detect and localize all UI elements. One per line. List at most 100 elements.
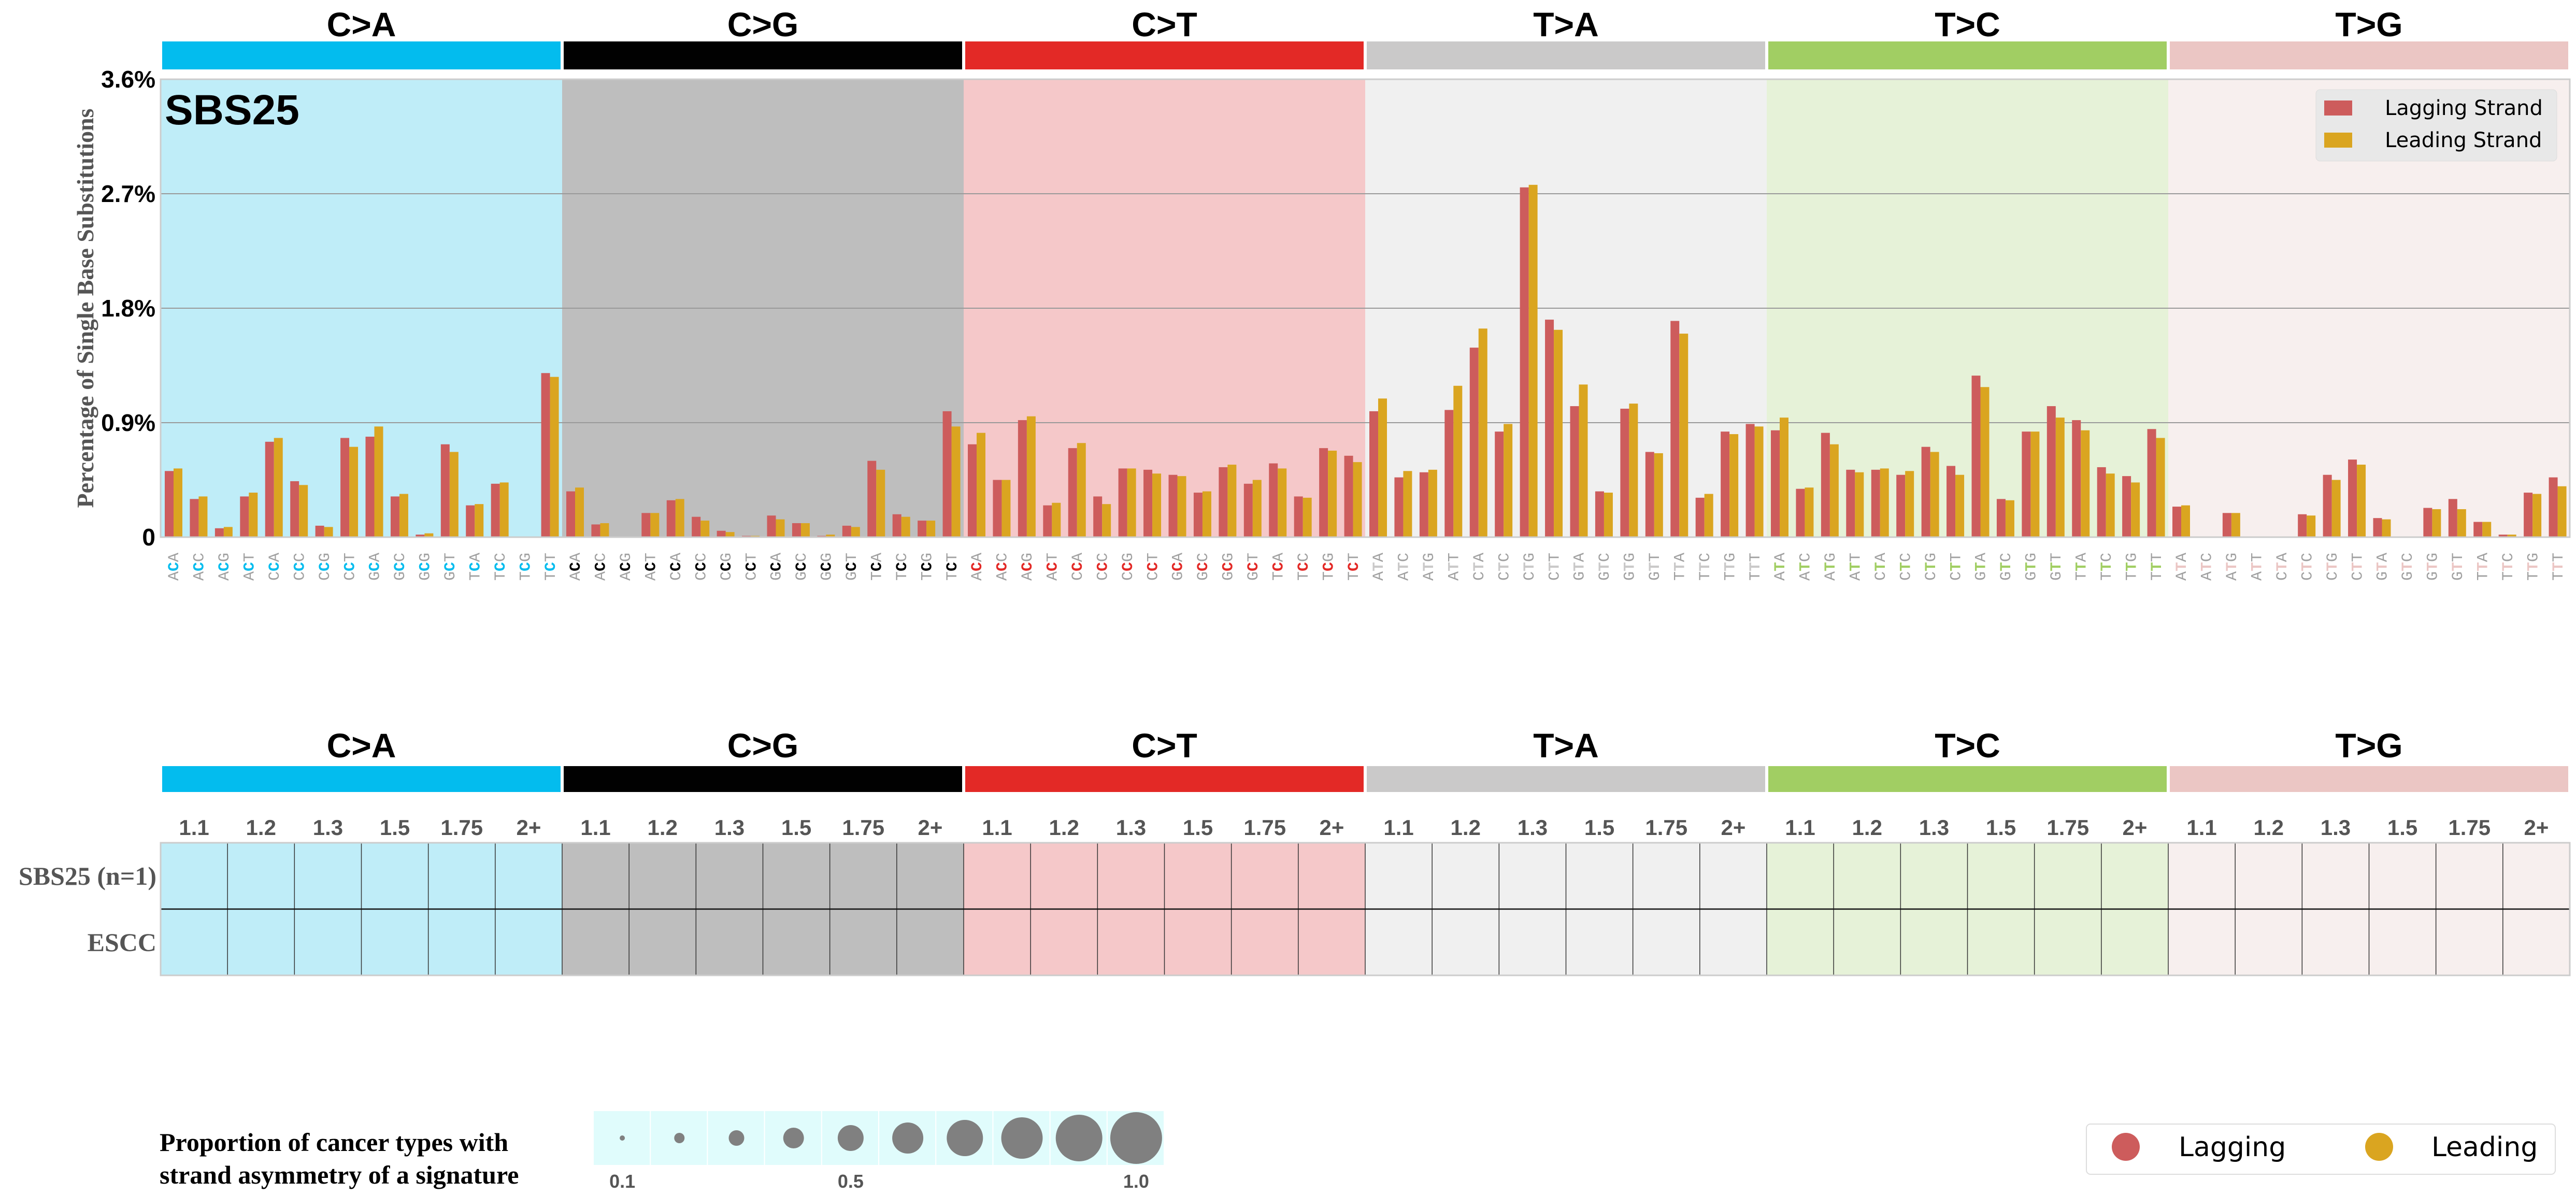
bar-leading-T>C-GTG xyxy=(2030,431,2040,537)
bar-lagging-C>T-GCG xyxy=(1219,467,1228,537)
bar-leading-C>T-CCA xyxy=(1077,443,1086,537)
bar-leading-C>G-ACT xyxy=(650,513,660,537)
context-label: ATT xyxy=(1848,553,1865,581)
bar-lagging-C>T-GCT xyxy=(1243,483,1253,537)
bar-leading-C>T-GCG xyxy=(1227,465,1237,537)
bar-leading-T>G-ATA xyxy=(2181,505,2190,537)
bar-lagging-T>A-GTA xyxy=(1570,406,1579,537)
bar-leading-T>G-GTT xyxy=(2457,509,2466,537)
bar-lagging-T>C-TTC xyxy=(2097,467,2106,537)
bar-leading-C>A-GCG xyxy=(424,533,434,537)
context-label: CTG xyxy=(2324,553,2342,581)
bar-leading-T>A-ATG xyxy=(1428,469,1437,537)
context-label: GCA xyxy=(367,553,384,581)
bar-leading-C>T-GCA xyxy=(1177,476,1186,537)
threshold-label: 1.75 xyxy=(842,815,884,840)
bubble-0.1 xyxy=(620,1135,625,1141)
table-group-label: C>G xyxy=(727,726,799,765)
bar-leading-C>G-TCA xyxy=(876,469,885,537)
threshold-label: 1.3 xyxy=(714,815,745,840)
context-label: ATA xyxy=(1370,553,1388,581)
threshold-label: 1.1 xyxy=(179,815,209,840)
threshold-label: 2+ xyxy=(2122,815,2147,840)
context-label: ACA xyxy=(969,553,986,581)
bar-leading-C>T-GCC xyxy=(1202,491,1211,537)
threshold-label: 1.1 xyxy=(1383,815,1413,840)
bar-leading-C>G-GCT xyxy=(851,527,860,537)
bubble-0.6 xyxy=(892,1122,924,1154)
bar-lagging-T>A-CTA xyxy=(1469,348,1479,537)
legend-swatch-lagging xyxy=(2324,100,2352,116)
legend-label-lagging: Lagging Strand xyxy=(2385,96,2543,120)
bar-lagging-C>A-ACC xyxy=(190,499,199,537)
context-label: TTA xyxy=(1671,553,1689,581)
table-group-label: C>A xyxy=(327,726,396,765)
bar-leading-C>T-ACC xyxy=(1001,480,1011,537)
context-label: GTA xyxy=(1973,553,1991,581)
bar-lagging-T>C-CTG xyxy=(1921,447,1930,537)
bar-lagging-C>T-TCC xyxy=(1294,496,1303,537)
context-label: ACA xyxy=(567,553,585,581)
bar-lagging-C>T-CCG xyxy=(1118,468,1127,537)
table-group-color-bar xyxy=(564,766,962,792)
context-label: CTT xyxy=(1948,553,1965,581)
bar-lagging-C>A-TCC xyxy=(491,483,500,537)
threshold-label: 1.3 xyxy=(2321,815,2351,840)
bar-leading-C>A-GCC xyxy=(399,494,408,537)
bar-lagging-T>C-CTT xyxy=(1947,466,1956,537)
bar-lagging-C>A-CCA xyxy=(265,441,274,537)
context-label: ATT xyxy=(1446,553,1464,581)
table-row-label: ESCC xyxy=(88,928,156,957)
bar-leading-C>T-CCG xyxy=(1127,468,1136,537)
bar-leading-C>T-ACT xyxy=(1052,502,1061,537)
context-label: GCC xyxy=(1195,553,1212,581)
bar-lagging-T>A-TTG xyxy=(1721,431,1730,537)
context-label: CCA xyxy=(1069,553,1087,581)
bar-lagging-C>T-CCA xyxy=(1068,448,1077,537)
bar-lagging-C>A-CCC xyxy=(290,481,299,537)
bar-lagging-T>G-ATA xyxy=(2172,507,2181,537)
bar-lagging-T>G-TTA xyxy=(2473,522,2483,537)
context-label: TCT xyxy=(1346,553,1363,581)
strand-asymmetry-table: C>A 1.1 1.2 1.3 1.5 1.75 2+ C>G 1.1 1.2 1.3 1.5 1.75… xyxy=(19,726,2571,976)
bar-lagging-C>T-CCT xyxy=(1143,469,1153,537)
chart-title: SBS25 xyxy=(165,87,299,134)
bar-leading-T>G-TTG xyxy=(2532,494,2542,537)
bar-lagging-T>G-CTT xyxy=(2348,459,2357,537)
group-color-bar xyxy=(965,41,1364,69)
bar-leading-T>A-TTG xyxy=(1729,434,1739,537)
bar-lagging-T>C-ATG xyxy=(1821,433,1830,537)
context-label: TCA xyxy=(1270,553,1287,581)
bar-lagging-C>G-GCC xyxy=(792,523,801,537)
strand-legend-top: Lagging Strand Leading Strand xyxy=(2315,89,2557,162)
legend-leading-label: Leading xyxy=(2431,1132,2538,1163)
bar-leading-T>C-GTC xyxy=(2005,500,2014,537)
bar-lagging-T>A-ATT xyxy=(1444,410,1454,537)
threshold-label: 2+ xyxy=(2524,815,2549,840)
bar-leading-C>G-TCG xyxy=(926,521,936,537)
bar-leading-T>C-CTT xyxy=(1955,474,1965,537)
group-color-bar xyxy=(162,41,561,69)
bar-lagging-C>T-TCT xyxy=(1344,455,1353,537)
context-label: ATC xyxy=(2199,553,2216,581)
context-label: CTG xyxy=(1521,553,1539,581)
context-label: TCC xyxy=(492,553,510,581)
bar-leading-C>A-TCT xyxy=(550,377,559,537)
group-color-bar xyxy=(1367,41,1765,69)
bar-lagging-C>G-ACA xyxy=(566,491,575,537)
threshold-label: 2+ xyxy=(516,815,541,840)
group-label: C>T xyxy=(1132,5,1197,44)
bar-leading-C>G-CCA xyxy=(675,499,684,537)
threshold-label: 1.3 xyxy=(313,815,343,840)
context-label: CCT xyxy=(341,553,359,581)
context-label: ATC xyxy=(1797,553,1815,581)
context-label: GCG xyxy=(417,553,435,581)
table-group-label: T>C xyxy=(1935,726,2000,765)
bar-lagging-T>G-TTT xyxy=(2549,477,2558,537)
bar-leading-T>A-CTT xyxy=(1554,329,1563,537)
table-group-color-bar xyxy=(965,766,1364,792)
context-label: TCG xyxy=(517,553,535,581)
bar-leading-C>T-TCT xyxy=(1353,462,1362,537)
bar-lagging-T>C-CTA xyxy=(1871,469,1880,537)
table-group-color-bar xyxy=(1367,766,1765,792)
